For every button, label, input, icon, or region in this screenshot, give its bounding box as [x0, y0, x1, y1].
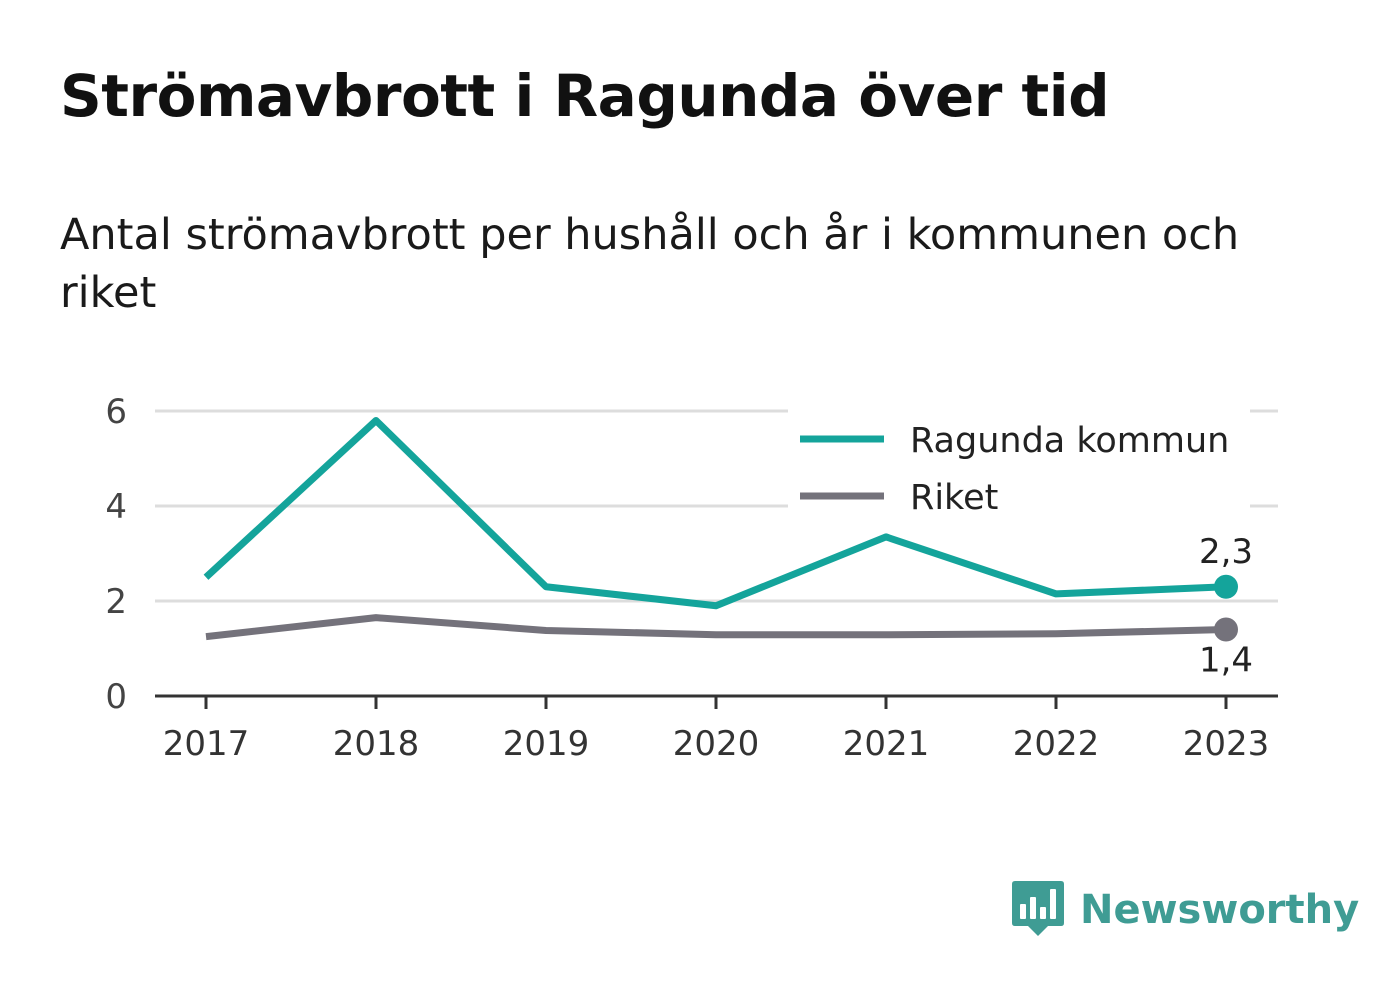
legend: Ragunda kommun Riket	[800, 421, 1229, 518]
legend-label-0: Ragunda kommun	[910, 421, 1229, 461]
x-tick-label: 2022	[1013, 724, 1100, 764]
x-tick-label: 2019	[503, 724, 590, 764]
series-line-1	[205, 614, 1227, 641]
y-tick-label: 6	[105, 392, 127, 432]
x-tick-label: 2021	[843, 724, 930, 764]
series-end-point-1	[1214, 617, 1238, 642]
x-tick-label: 2023	[1183, 724, 1270, 764]
bar-chart-icon	[1012, 881, 1064, 936]
newsworthy-logo: Newsworthy	[1010, 878, 1359, 942]
x-tick-label: 2017	[163, 724, 250, 764]
x-tick-label: 2018	[333, 724, 420, 764]
chart-title: Strömavbrott i Ragunda över tid	[60, 62, 1110, 130]
data-label-1: 1,4	[1199, 641, 1253, 681]
y-tick-label: 2	[105, 582, 127, 622]
y-axis-ticks: 0 2 4 6	[105, 392, 127, 717]
legend-label-1: Riket	[910, 478, 998, 518]
x-axis: 2017 2018 2019 2020 2021 2022 2023	[155, 694, 1278, 764]
series-end-point-0	[1214, 574, 1238, 599]
series-line-0	[203, 417, 1227, 610]
brand-name: Newsworthy	[1080, 887, 1360, 933]
chart-subtitle: Antal strömavbrott per hushåll och år i …	[60, 210, 1240, 318]
series: 2,3 1,4	[203, 417, 1253, 681]
x-tick-label: 2020	[673, 724, 760, 764]
y-tick-label: 4	[105, 487, 127, 527]
y-tick-label: 0	[105, 677, 127, 717]
data-label-0: 2,3	[1199, 532, 1253, 572]
